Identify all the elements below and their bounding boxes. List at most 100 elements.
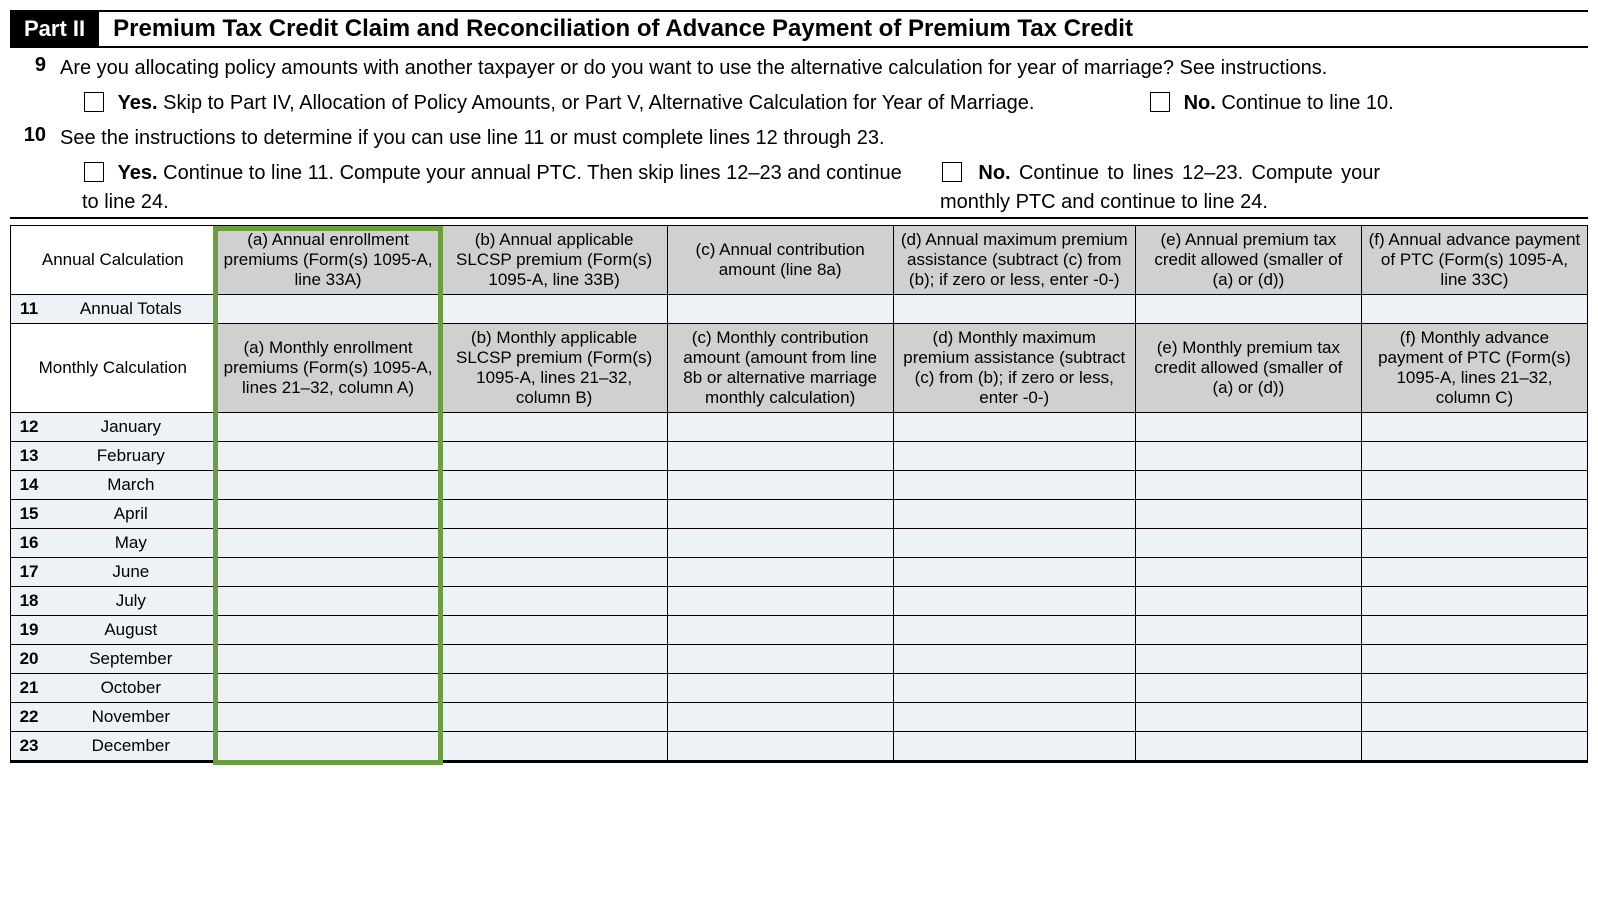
row-20-col-b[interactable] [441, 645, 667, 674]
row-13-col-d[interactable] [893, 442, 1135, 471]
row-18-col-a[interactable] [215, 587, 441, 616]
row-22-col-c[interactable] [667, 703, 893, 732]
row-21-col-c[interactable] [667, 674, 893, 703]
row-12-col-d[interactable] [893, 413, 1135, 442]
row-18-col-f[interactable] [1361, 587, 1587, 616]
row-23-col-c[interactable] [667, 732, 893, 761]
q10-yes-label: Yes. [118, 162, 158, 184]
row-21-col-f[interactable] [1361, 674, 1587, 703]
row-20-col-a[interactable] [215, 645, 441, 674]
row-21-num: 21 [11, 674, 48, 703]
row-17-col-e[interactable] [1135, 558, 1361, 587]
row-17-col-d[interactable] [893, 558, 1135, 587]
row-17-col-a[interactable] [215, 558, 441, 587]
row-22-col-f[interactable] [1361, 703, 1587, 732]
row-18-col-e[interactable] [1135, 587, 1361, 616]
row-12-col-b[interactable] [441, 413, 667, 442]
row-14-col-d[interactable] [893, 471, 1135, 500]
row-12-col-e[interactable] [1135, 413, 1361, 442]
row-14-col-c[interactable] [667, 471, 893, 500]
row-12-label: January [47, 413, 215, 442]
row-15-col-f[interactable] [1361, 500, 1587, 529]
monthly-col-f-header: (f) Monthly advance payment of PTC (Form… [1361, 324, 1587, 413]
row-18-col-d[interactable] [893, 587, 1135, 616]
row-17-label: June [47, 558, 215, 587]
row-23-col-f[interactable] [1361, 732, 1587, 761]
row-19-num: 19 [11, 616, 48, 645]
part-label: Part II [10, 12, 99, 46]
row-18-col-b[interactable] [441, 587, 667, 616]
row-11-col-a[interactable] [215, 295, 441, 324]
row-19-col-b[interactable] [441, 616, 667, 645]
row-11-col-b[interactable] [441, 295, 667, 324]
row-16-col-f[interactable] [1361, 529, 1587, 558]
row-23-col-b[interactable] [441, 732, 667, 761]
row-22-col-a[interactable] [215, 703, 441, 732]
row-17-col-c[interactable] [667, 558, 893, 587]
row-20-col-f[interactable] [1361, 645, 1587, 674]
row-11-col-f[interactable] [1361, 295, 1587, 324]
row-17: 17June [11, 558, 1588, 587]
row-23-col-d[interactable] [893, 732, 1135, 761]
row-12-col-c[interactable] [667, 413, 893, 442]
row-22-label: November [47, 703, 215, 732]
row-11-col-c[interactable] [667, 295, 893, 324]
row-14-col-a[interactable] [215, 471, 441, 500]
row-15-col-b[interactable] [441, 500, 667, 529]
row-16-col-e[interactable] [1135, 529, 1361, 558]
row-13-col-c[interactable] [667, 442, 893, 471]
row-22-col-e[interactable] [1135, 703, 1361, 732]
row-11-col-d[interactable] [893, 295, 1135, 324]
q9-yes-checkbox[interactable] [84, 92, 104, 112]
row-15-col-c[interactable] [667, 500, 893, 529]
row-11-col-e[interactable] [1135, 295, 1361, 324]
row-19-col-d[interactable] [893, 616, 1135, 645]
row-20-num: 20 [11, 645, 48, 674]
row-16-col-a[interactable] [215, 529, 441, 558]
row-19-col-a[interactable] [215, 616, 441, 645]
row-14-col-f[interactable] [1361, 471, 1587, 500]
row-23-col-e[interactable] [1135, 732, 1361, 761]
row-18-col-c[interactable] [667, 587, 893, 616]
row-20-col-d[interactable] [893, 645, 1135, 674]
annual-col-a-header: (a) Annual enrollment premiums (Form(s) … [215, 226, 441, 295]
row-17-col-b[interactable] [441, 558, 667, 587]
row-19-col-c[interactable] [667, 616, 893, 645]
row-13-col-a[interactable] [215, 442, 441, 471]
row-13-col-f[interactable] [1361, 442, 1587, 471]
row-16-col-b[interactable] [441, 529, 667, 558]
row-16-col-c[interactable] [667, 529, 893, 558]
q9-text: Are you allocating policy amounts with a… [60, 54, 1588, 83]
row-23-col-a[interactable] [215, 732, 441, 761]
row-17-num: 17 [11, 558, 48, 587]
q10-yes-checkbox[interactable] [84, 162, 104, 182]
annual-col-c-header: (c) Annual contribution amount (line 8a) [667, 226, 893, 295]
row-15-col-d[interactable] [893, 500, 1135, 529]
row-23-num: 23 [11, 732, 48, 761]
row-12-col-a[interactable] [215, 413, 441, 442]
row-14-col-b[interactable] [441, 471, 667, 500]
row-15-col-e[interactable] [1135, 500, 1361, 529]
row-13-col-e[interactable] [1135, 442, 1361, 471]
row-21-col-d[interactable] [893, 674, 1135, 703]
row-13-col-b[interactable] [441, 442, 667, 471]
row-11-label: Annual Totals [47, 295, 215, 324]
row-16-col-d[interactable] [893, 529, 1135, 558]
row-15-num: 15 [11, 500, 48, 529]
row-22-col-d[interactable] [893, 703, 1135, 732]
row-19-col-f[interactable] [1361, 616, 1587, 645]
row-15-col-a[interactable] [215, 500, 441, 529]
annual-col-b-header: (b) Annual applicable SLCSP premium (For… [441, 226, 667, 295]
row-21-col-b[interactable] [441, 674, 667, 703]
row-20-col-c[interactable] [667, 645, 893, 674]
row-20-col-e[interactable] [1135, 645, 1361, 674]
row-17-col-f[interactable] [1361, 558, 1587, 587]
row-21-col-a[interactable] [215, 674, 441, 703]
row-19-col-e[interactable] [1135, 616, 1361, 645]
row-22-col-b[interactable] [441, 703, 667, 732]
q10-no-checkbox[interactable] [942, 162, 962, 182]
row-14-col-e[interactable] [1135, 471, 1361, 500]
row-21-col-e[interactable] [1135, 674, 1361, 703]
q9-no-checkbox[interactable] [1150, 92, 1170, 112]
row-12-col-f[interactable] [1361, 413, 1587, 442]
